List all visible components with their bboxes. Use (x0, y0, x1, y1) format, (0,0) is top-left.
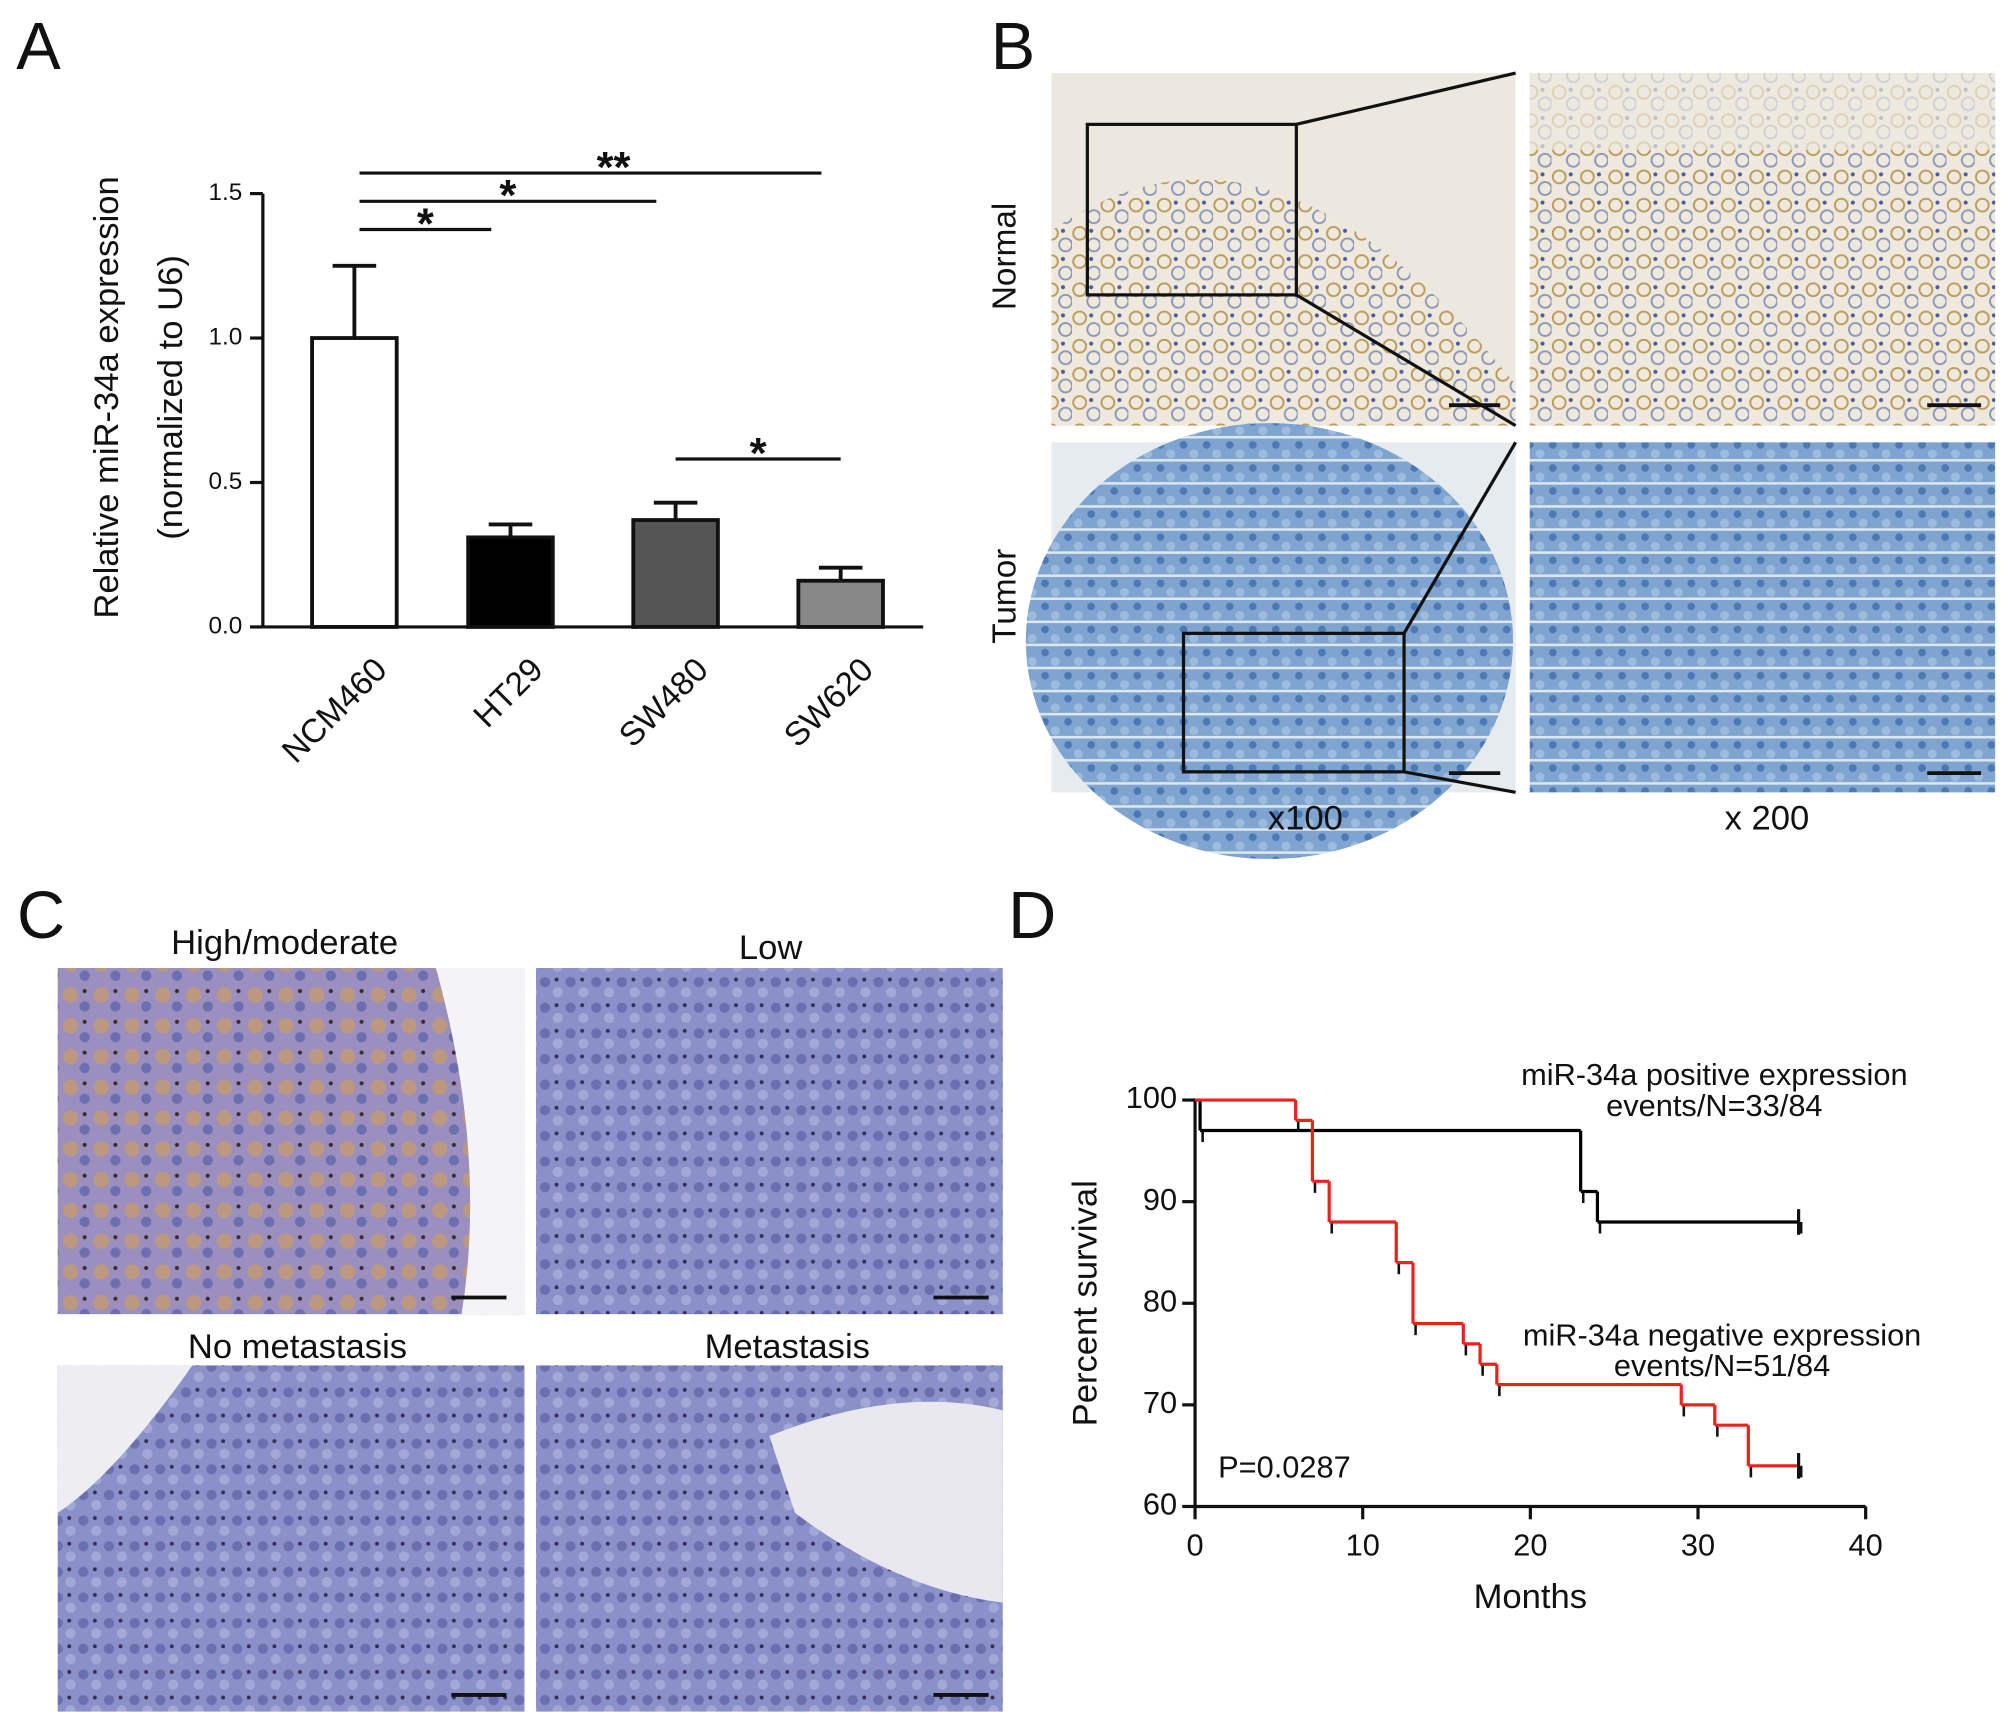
panel-letter: C (17, 879, 65, 953)
y-axis-label: Relative miR-34a expression (88, 176, 126, 618)
y-tick-label: 100 (1126, 1080, 1177, 1115)
x-axis-label: Months (1474, 1578, 1588, 1616)
bar (310, 336, 399, 629)
image-title: No metastasis (188, 1328, 407, 1366)
x-tick-label: 40 (1849, 1528, 1883, 1563)
zoom-line (1295, 71, 1516, 126)
legend-label: miR-34a positive expression (1521, 1057, 1907, 1092)
column-label: x100 (1268, 800, 1343, 838)
legend-label: miR-34a negative expression (1523, 1317, 1921, 1352)
panel-letter: B (991, 10, 1035, 84)
x-tick-label: SW620 (777, 651, 880, 754)
tissue-edge (1529, 73, 1996, 151)
y-tick-label: 70 (1143, 1385, 1177, 1420)
background (57, 1365, 193, 1513)
bar (466, 535, 555, 629)
image-title: Low (739, 929, 803, 967)
x-tick-label: 0 (1186, 1528, 1203, 1563)
y-tick-label: 1.5 (208, 179, 242, 206)
tissue (1051, 179, 1516, 426)
row-label: Tumor (986, 549, 1023, 644)
image-title: High/moderate (171, 924, 398, 962)
legend-events: events/N=33/84 (1606, 1088, 1822, 1123)
x-tick-label: HT29 (467, 651, 551, 735)
legend-events: events/N=51/84 (1614, 1348, 1830, 1383)
p-value: P=0.0287 (1218, 1449, 1351, 1484)
column-label: x 200 (1725, 800, 1810, 838)
y-tick-label: 90 (1143, 1182, 1177, 1217)
micrograph-group-c (57, 967, 1003, 1712)
significance-label: * (750, 430, 767, 478)
y-axis-label: Percent survival (1066, 1180, 1104, 1426)
bar (796, 578, 885, 629)
x-tick-label: 20 (1513, 1528, 1547, 1563)
significance-label: * (499, 172, 516, 220)
bar (631, 518, 720, 629)
x-tick-label: 10 (1346, 1528, 1380, 1563)
y-tick-label: 60 (1143, 1487, 1177, 1522)
zoom-line (1402, 441, 1518, 635)
panel-letter: A (16, 10, 61, 84)
panel-letter: D (1008, 879, 1056, 953)
y-tick-label: 1.0 (208, 323, 242, 350)
image-title: Metastasis (705, 1328, 870, 1366)
x-tick-label: 30 (1681, 1528, 1715, 1563)
y-tick-label: 0.0 (208, 612, 242, 639)
y-tick-label: 0.5 (208, 468, 242, 495)
significance-label: * (417, 200, 434, 248)
micrograph-group-b (1025, 71, 1996, 860)
row-label: Normal (986, 203, 1023, 310)
micrograph (57, 967, 525, 1315)
y-tick-label: 80 (1143, 1283, 1177, 1318)
significance-label: ** (597, 144, 631, 192)
tissue (1025, 423, 1514, 860)
zoom-line (1403, 770, 1516, 794)
micrograph (535, 967, 1003, 1315)
zoom-box (1181, 631, 1406, 774)
micrograph (1529, 442, 1996, 793)
y-axis-label: (normalized to U6) (152, 255, 190, 540)
x-tick-label: NCM460 (275, 651, 394, 770)
background (769, 1401, 1003, 1603)
background (435, 967, 525, 1315)
x-tick-label: SW480 (612, 651, 715, 754)
zoom-box (1085, 122, 1298, 297)
